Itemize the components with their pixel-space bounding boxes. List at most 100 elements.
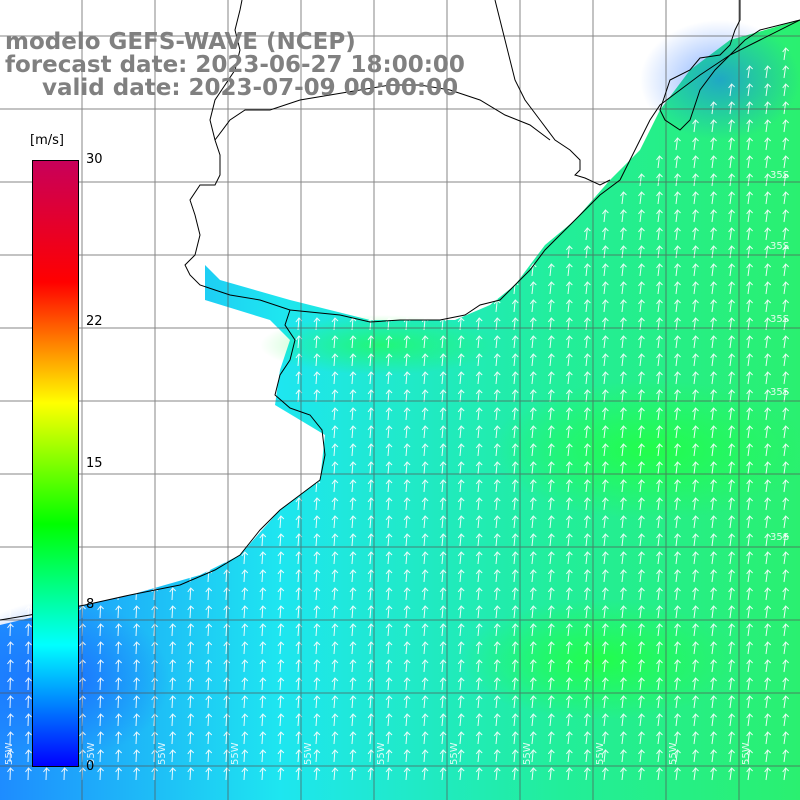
wind-arrow [241, 767, 249, 781]
wind-arrow [764, 389, 772, 403]
wind-arrow [674, 533, 681, 547]
colorbar [32, 160, 79, 767]
wind-arrow [259, 623, 267, 637]
wind-arrow [223, 623, 231, 637]
wind-arrow [223, 569, 231, 583]
wind-arrow [565, 551, 573, 565]
wind-arrow [475, 731, 483, 745]
wind-arrow [656, 641, 663, 655]
wind-arrow [421, 371, 429, 385]
wind-arrow [493, 587, 501, 601]
wind-arrow [602, 587, 609, 601]
wind-arrow [259, 713, 267, 727]
wind-arrow [710, 677, 717, 691]
wind-arrow [7, 749, 14, 763]
wind-arrow [385, 479, 393, 493]
lon-label: 55W [376, 742, 387, 765]
wind-arrow [602, 731, 609, 745]
wind-arrow [457, 425, 465, 439]
wind-arrow [728, 533, 735, 547]
wind-arrow [565, 425, 573, 439]
wind-arrow [277, 605, 285, 619]
wind-arrow [602, 677, 609, 691]
wind-arrow [421, 767, 429, 781]
wind-arrow [728, 155, 735, 169]
wind-arrow [764, 731, 772, 745]
wind-arrow [656, 407, 663, 421]
wind-arrow [385, 443, 393, 457]
wind-arrow [583, 461, 591, 475]
wind-arrow [475, 335, 483, 349]
wind-arrow [674, 353, 681, 367]
wind-arrow [764, 443, 772, 457]
wind-arrow [349, 335, 357, 349]
wind-arrow [205, 605, 213, 619]
wind-arrow [313, 713, 321, 727]
wind-arrow [638, 335, 645, 349]
wind-arrow [403, 533, 411, 547]
wind-arrow [547, 353, 555, 367]
wind-arrow [656, 479, 663, 493]
wind-arrow [97, 713, 104, 727]
wind-arrow [656, 371, 663, 385]
wind-arrow [205, 677, 213, 691]
wind-arrow [457, 767, 465, 781]
wind-arrow [511, 515, 519, 529]
wind-arrow [547, 533, 555, 547]
wind-arrow [277, 515, 285, 529]
wind-arrow [259, 587, 267, 601]
wind-arrow [656, 731, 663, 745]
wind-arrow [313, 353, 321, 367]
wind-arrow [493, 713, 501, 727]
wind-arrow [205, 641, 213, 655]
wind-arrow [187, 569, 195, 583]
wind-arrow [620, 569, 627, 583]
wind-arrow [547, 677, 555, 691]
wind-arrow [403, 713, 411, 727]
wind-arrow [349, 641, 357, 655]
wind-arrow [656, 659, 663, 673]
wind-arrow [259, 767, 267, 781]
wind-arrow [457, 677, 465, 691]
wind-arrow [674, 371, 681, 385]
wind-arrow [764, 533, 772, 547]
wind-arrow [583, 587, 591, 601]
wind-arrow [746, 263, 753, 277]
wind-arrow [349, 587, 357, 601]
wind-arrow [547, 281, 555, 295]
wind-arrow [313, 749, 321, 763]
wind-arrow [115, 605, 122, 619]
wind-arrow [349, 389, 357, 403]
wind-arrow [583, 695, 591, 709]
wind-arrow [349, 461, 357, 475]
wind-arrow [565, 515, 573, 529]
wind-arrow [620, 227, 627, 241]
wind-arrow [7, 677, 14, 691]
wind-arrow [475, 605, 483, 619]
wind-arrow [331, 479, 339, 493]
wind-arrow [692, 659, 699, 673]
wind-arrow [331, 677, 339, 691]
wind-arrow [7, 695, 14, 709]
wind-arrow [674, 299, 681, 313]
wind-arrow [656, 173, 663, 187]
wind-arrow [367, 677, 375, 691]
wind-arrow [439, 695, 447, 709]
wind-arrow [565, 641, 573, 655]
wind-arrow [331, 371, 339, 385]
wind-arrow [223, 749, 231, 763]
wind-arrow [403, 497, 411, 511]
wind-arrow [133, 695, 141, 709]
wind-arrow [656, 749, 663, 763]
wind-arrow [169, 659, 177, 673]
wind-arrow [493, 515, 501, 529]
wind-arrow [764, 209, 772, 223]
wind-arrow [656, 299, 663, 313]
wind-arrow [385, 515, 393, 529]
wind-arrow [457, 695, 465, 709]
lon-label: 55W [157, 742, 168, 765]
wind-arrow [367, 569, 375, 583]
wind-arrow [367, 641, 375, 655]
wind-arrow [169, 713, 177, 727]
wind-arrow [782, 119, 790, 133]
